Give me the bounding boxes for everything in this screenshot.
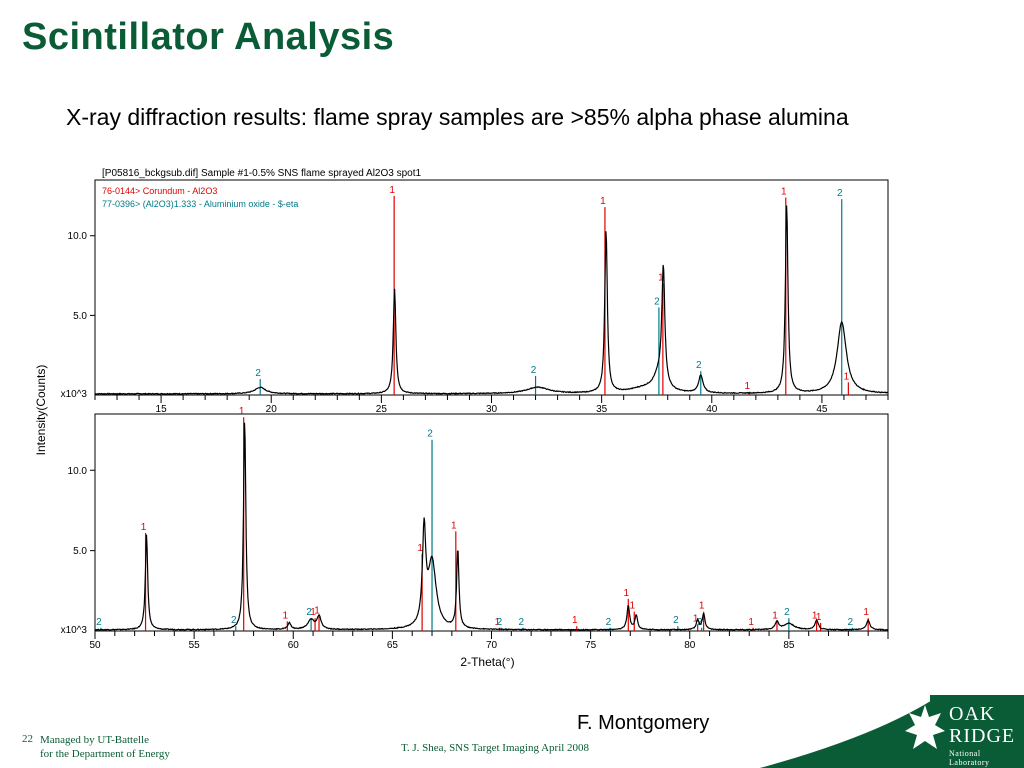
eta-ref-label: 2: [518, 617, 524, 628]
footer-managed: Managed by UT-Battelle for the Departmen…: [40, 733, 170, 761]
page-number: 22: [22, 733, 33, 745]
footer-managed-line2: for the Department of Energy: [40, 748, 170, 760]
y-multiplier-label: x10^3: [61, 625, 88, 636]
y-multiplier-label: x10^3: [61, 389, 88, 400]
eta-ref-label: 2: [673, 615, 679, 626]
x-tick-label: 60: [288, 640, 300, 651]
chart-header: [P05816_bckgsub.dif] Sample #1-0.5% SNS …: [102, 168, 422, 179]
x-tick-label: 80: [684, 640, 696, 651]
y-tick-label: 5.0: [73, 311, 87, 322]
x-tick-label: 15: [156, 404, 168, 415]
slide-title: Scintillator Analysis: [22, 16, 395, 58]
eta-ref-label: 2: [497, 617, 503, 628]
diffraction-pattern-2: [94, 422, 889, 631]
legend-entry: 76-0144> Corundum - Al2O3: [102, 186, 217, 196]
eta-ref-label: 2: [427, 429, 433, 440]
x-tick-label: 40: [706, 404, 718, 415]
x-tick-label: 70: [486, 640, 498, 651]
corundum-ref-label: 1: [863, 607, 869, 618]
corundum-ref-label: 1: [451, 520, 457, 531]
x-tick-label: 20: [266, 404, 278, 415]
plot-frame-1: [94, 179, 889, 396]
y-tick-label: 5.0: [73, 546, 87, 557]
eta-ref-label: 2: [784, 607, 790, 618]
corundum-ref-label: 1: [389, 185, 395, 196]
x-tick-label: 50: [89, 640, 101, 651]
eta-ref-label: 2: [231, 615, 237, 626]
y-axis-label: Intensity(Counts): [34, 365, 48, 456]
corundum-ref-label: 1: [629, 601, 635, 612]
ornl-logo: OAK RIDGE National Laboratory: [905, 703, 1017, 767]
corundum-ref-label: 1: [572, 615, 578, 626]
corundum-ref-label: 1: [812, 610, 818, 621]
corundum-ref-label: 1: [417, 543, 423, 554]
legend-entry: 77-0396> (Al2O3)1.333 - Aluminium oxide …: [102, 199, 298, 209]
eta-ref-label: 2: [306, 607, 312, 618]
corundum-ref-label: 1: [495, 617, 501, 628]
corundum-ref-label: 1: [699, 601, 705, 612]
logo-subtitle: National Laboratory: [949, 749, 990, 767]
eta-ref-label: 2: [255, 368, 261, 379]
eta-ref-label: 2: [837, 188, 843, 199]
x-tick-label: 45: [816, 404, 828, 415]
x-tick-label: 65: [387, 640, 399, 651]
plot-frame-2: [94, 413, 889, 632]
corundum-ref-label: 1: [772, 610, 778, 621]
eta-ref-label: 2: [697, 617, 703, 628]
corundum-ref-label: 1: [624, 588, 630, 599]
corundum-ref-label: 1: [283, 610, 289, 621]
corundum-ref-label: 1: [748, 617, 754, 628]
x-tick-label: 75: [585, 640, 597, 651]
corundum-ref-label: 1: [781, 187, 787, 198]
x-tick-label: 55: [189, 640, 201, 651]
footer-managed-line1: Managed by UT-Battelle: [40, 734, 149, 746]
xrd-chart: Intensity(Counts) 5.0 10.0 x10^3 15 20 25 30 35 4…: [34, 168, 889, 669]
corundum-ref-label: 1: [844, 371, 850, 382]
corundum-ref-label: 1: [600, 196, 606, 207]
x-tick-label: 30: [486, 404, 498, 415]
y-tick-label: 10.0: [68, 231, 88, 242]
corundum-ref-label: 1: [141, 522, 147, 533]
corundum-ref-label: 1: [310, 607, 316, 618]
footer-presenter: T. J. Shea, SNS Target Imaging April 200…: [401, 742, 590, 754]
eta-ref-label: 2: [696, 360, 702, 371]
eta-ref-label: 2: [531, 365, 537, 376]
corundum-ref-label: 1: [658, 273, 664, 284]
eta-ref-label: 2: [654, 296, 660, 307]
x-tick-label: 25: [376, 404, 388, 415]
x-axis-label: 2-Theta(°): [460, 655, 514, 669]
diffraction-pattern-1: [94, 205, 889, 395]
corundum-ref-label: 1: [816, 612, 822, 623]
logo-ridge: RIDGE: [949, 725, 1016, 747]
corundum-ref-label: 1: [693, 614, 699, 625]
eta-ref-label: 2: [606, 617, 612, 628]
leaf-icon: [905, 705, 945, 749]
x-tick-label: 35: [596, 404, 608, 415]
footer-band: [760, 695, 1024, 768]
credit: F. Montgomery: [577, 712, 710, 734]
corundum-ref-label: 1: [744, 381, 750, 392]
slide-subtitle: X-ray diffraction results: flame spray s…: [66, 104, 849, 130]
logo-oak: OAK: [949, 703, 996, 725]
eta-ref-label: 2: [848, 617, 854, 628]
corundum-ref-label: 1: [314, 606, 320, 617]
eta-ref-label: 2: [96, 617, 102, 628]
x-tick-label: 85: [783, 640, 795, 651]
y-tick-label: 10.0: [68, 466, 88, 477]
corundum-ref-label: 1: [239, 406, 245, 417]
